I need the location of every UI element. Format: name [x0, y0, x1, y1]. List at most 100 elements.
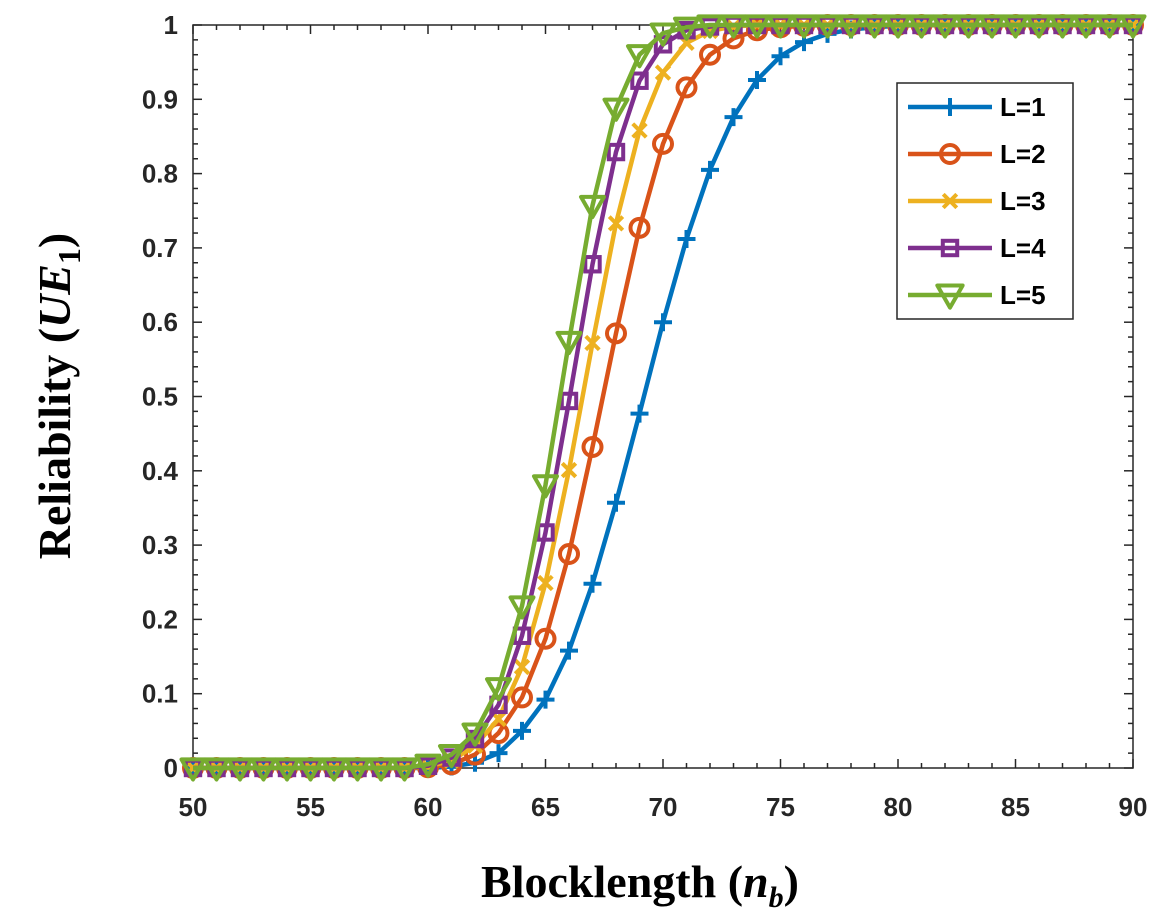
data-point — [558, 543, 580, 566]
data-point — [273, 757, 301, 782]
data-point — [696, 14, 724, 39]
data-point — [414, 753, 442, 778]
data-point — [320, 757, 348, 782]
legend-marker — [935, 283, 965, 310]
data-point — [908, 14, 935, 39]
x-tick-label: 75 — [766, 792, 795, 822]
data-point — [485, 677, 512, 702]
y-tick-label: 0.7 — [142, 233, 178, 263]
y-tick-label: 0 — [164, 753, 178, 783]
data-point — [654, 64, 672, 81]
data-point — [720, 14, 747, 39]
legend: L=1 L=2 L=3 L=4 L=5 — [896, 82, 1074, 320]
data-point — [602, 97, 630, 122]
y-tick-label: 0.4 — [142, 456, 179, 486]
data-point — [1119, 14, 1147, 39]
data-point — [1049, 14, 1076, 39]
legend-marker — [941, 192, 959, 210]
x-tick-label: 80 — [884, 792, 913, 822]
data-point — [1002, 14, 1029, 39]
data-point — [508, 595, 536, 620]
data-point — [630, 71, 649, 90]
data-point — [583, 574, 602, 593]
legend-marker — [940, 238, 960, 258]
data-point — [654, 313, 672, 332]
data-point — [391, 757, 418, 782]
data-point — [297, 757, 324, 782]
data-point — [861, 14, 888, 39]
x-axis-label-sub: b — [769, 881, 784, 911]
legend-label: L=1 — [1000, 92, 1046, 122]
data-point — [699, 43, 721, 66]
x-tick-label: 55 — [296, 792, 325, 822]
y-tick-label: 0.5 — [142, 382, 178, 412]
y-tick-label: 1 — [164, 10, 178, 40]
data-point — [513, 658, 531, 676]
y-axis-label: Reliability (UE1) — [29, 233, 87, 560]
data-point — [559, 391, 579, 411]
data-point — [626, 44, 653, 69]
data-point — [250, 757, 277, 782]
data-point — [607, 493, 625, 512]
legend-label: L=2 — [1000, 139, 1046, 169]
x-tick-label: 50 — [179, 792, 208, 822]
data-point — [579, 194, 606, 220]
data-point — [555, 330, 583, 356]
data-point — [630, 404, 649, 423]
data-point — [1072, 14, 1100, 39]
data-point — [652, 132, 674, 155]
data-point — [1025, 14, 1053, 39]
data-point — [771, 47, 790, 66]
data-point — [653, 35, 673, 54]
x-tick-labels: 50 55 60 65 70 75 80 85 90 — [179, 792, 1148, 822]
data-point — [605, 322, 627, 345]
x-axis-label-var: n — [743, 856, 769, 907]
data-point — [748, 70, 766, 89]
y-tick-label: 0.3 — [142, 530, 178, 560]
y-tick-label: 0.1 — [142, 679, 178, 709]
data-point — [344, 757, 371, 782]
x-tick-label: 90 — [1119, 792, 1148, 822]
data-point — [767, 14, 794, 39]
data-point — [438, 744, 465, 769]
legend-entry: L=2 — [908, 139, 1046, 169]
series-layer — [179, 14, 1147, 782]
data-point — [743, 14, 771, 39]
data-point — [649, 22, 677, 47]
data-point — [837, 14, 865, 39]
y-axis-label-text: Reliability ( — [29, 328, 80, 559]
x-tick-label: 60 — [414, 792, 443, 822]
data-point — [489, 744, 508, 763]
legend-marker — [939, 143, 961, 165]
data-point — [532, 474, 559, 499]
data-point — [978, 14, 1006, 39]
y-tick-label: 0.8 — [142, 159, 178, 189]
data-point — [814, 14, 841, 39]
data-point — [513, 721, 531, 740]
data-point — [560, 461, 578, 479]
legend-entry: L=3 — [908, 186, 1046, 216]
x-tick-label: 85 — [1001, 792, 1030, 822]
y-tick-label: 0.2 — [142, 604, 178, 634]
data-point — [673, 16, 700, 41]
data-point — [461, 722, 489, 747]
y-axis-label-close: ) — [29, 233, 80, 248]
data-point — [931, 14, 959, 39]
data-point — [226, 757, 254, 782]
legend-marker — [941, 98, 959, 116]
data-point — [628, 216, 651, 239]
data-point — [722, 27, 745, 50]
y-tick-label: 0.9 — [142, 84, 178, 114]
legend-label: L=4 — [1000, 233, 1046, 263]
data-point — [790, 14, 818, 39]
data-point — [701, 160, 719, 179]
data-point — [560, 641, 578, 660]
x-tick-label: 70 — [649, 792, 678, 822]
legend-entry: L=5 — [908, 280, 1046, 310]
data-point — [607, 215, 625, 232]
y-axis-label-sub: 1 — [51, 248, 87, 264]
data-point — [581, 436, 604, 459]
data-point — [179, 757, 207, 782]
legend-label: L=3 — [1000, 186, 1046, 216]
x-axis-label: Blocklength (nb) — [481, 856, 799, 911]
